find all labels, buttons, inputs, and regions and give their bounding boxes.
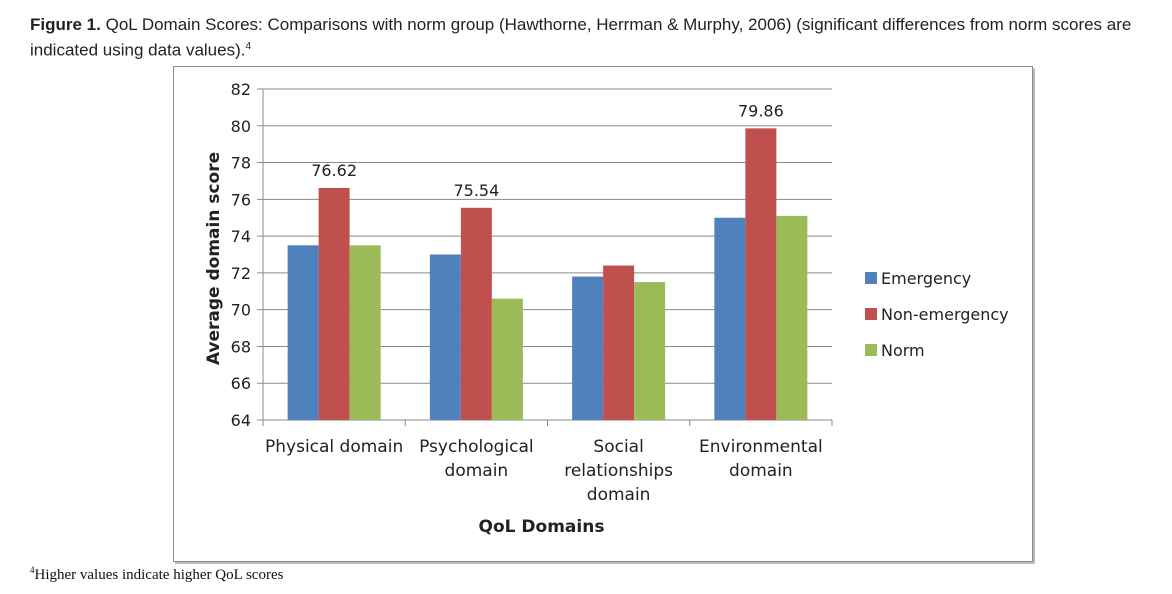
x-tick-label: domain (587, 485, 651, 505)
legend-swatch-emergency (865, 272, 877, 284)
caption-superscript: 4 (245, 41, 252, 52)
y-tick-label: 68 (231, 337, 251, 356)
x-tick-label: Social (593, 437, 643, 457)
x-tick-label: relationships (564, 461, 673, 481)
y-tick-label: 64 (231, 411, 251, 430)
figure-caption: Figure 1. QoL Domain Scores: Comparisons… (30, 14, 1172, 62)
x-tick-label: domain (729, 461, 793, 481)
y-tick-label: 82 (231, 80, 251, 99)
footnote-superscript: 4 (30, 565, 35, 575)
bar-non-emergency (318, 187, 350, 420)
x-tick-label: domain (445, 461, 509, 481)
footnote-text: Higher values indicate higher QoL scores (34, 567, 284, 583)
y-tick-label: 70 (231, 301, 251, 320)
bar-non-emergency (745, 128, 777, 420)
data-label: 76.62 (311, 161, 357, 180)
legend-label: Emergency (881, 269, 971, 288)
data-label: 75.54 (453, 181, 499, 200)
data-label: 79.86 (738, 101, 784, 120)
bar-norm (634, 282, 666, 420)
bar-non-emergency (603, 265, 635, 420)
legend-swatch-norm (865, 344, 877, 356)
x-axis-title: QoL Domains (479, 517, 605, 537)
y-tick-label: 80 (231, 117, 251, 136)
y-tick-label: 66 (231, 374, 251, 393)
bar-non-emergency (460, 207, 492, 420)
y-tick-label: 76 (231, 190, 251, 209)
legend-label: Non-emergency (881, 305, 1009, 324)
x-tick-label: Environmental (699, 437, 823, 457)
y-tick-label: 78 (231, 154, 251, 173)
bar-norm (349, 245, 381, 420)
legend-label: Norm (881, 341, 925, 360)
bar-emergency (287, 245, 319, 420)
bar-norm (776, 215, 808, 420)
bar-emergency (429, 254, 461, 420)
bar-norm (491, 298, 523, 420)
caption-text: QoL Domain Scores: Comparisons with norm… (30, 15, 1132, 60)
y-tick-label: 72 (231, 264, 251, 283)
bar-emergency (714, 217, 746, 420)
y-tick-label: 74 (231, 227, 251, 246)
x-tick-label: Psychological (419, 437, 534, 457)
x-tick-label: Physical domain (265, 437, 403, 457)
footnote: 4Higher values indicate higher QoL score… (30, 565, 283, 584)
y-axis-title: Average domain score (204, 152, 224, 365)
legend-swatch-non-emergency (865, 308, 877, 320)
figure-label: Figure 1. (30, 15, 101, 34)
bar-emergency (572, 276, 604, 420)
